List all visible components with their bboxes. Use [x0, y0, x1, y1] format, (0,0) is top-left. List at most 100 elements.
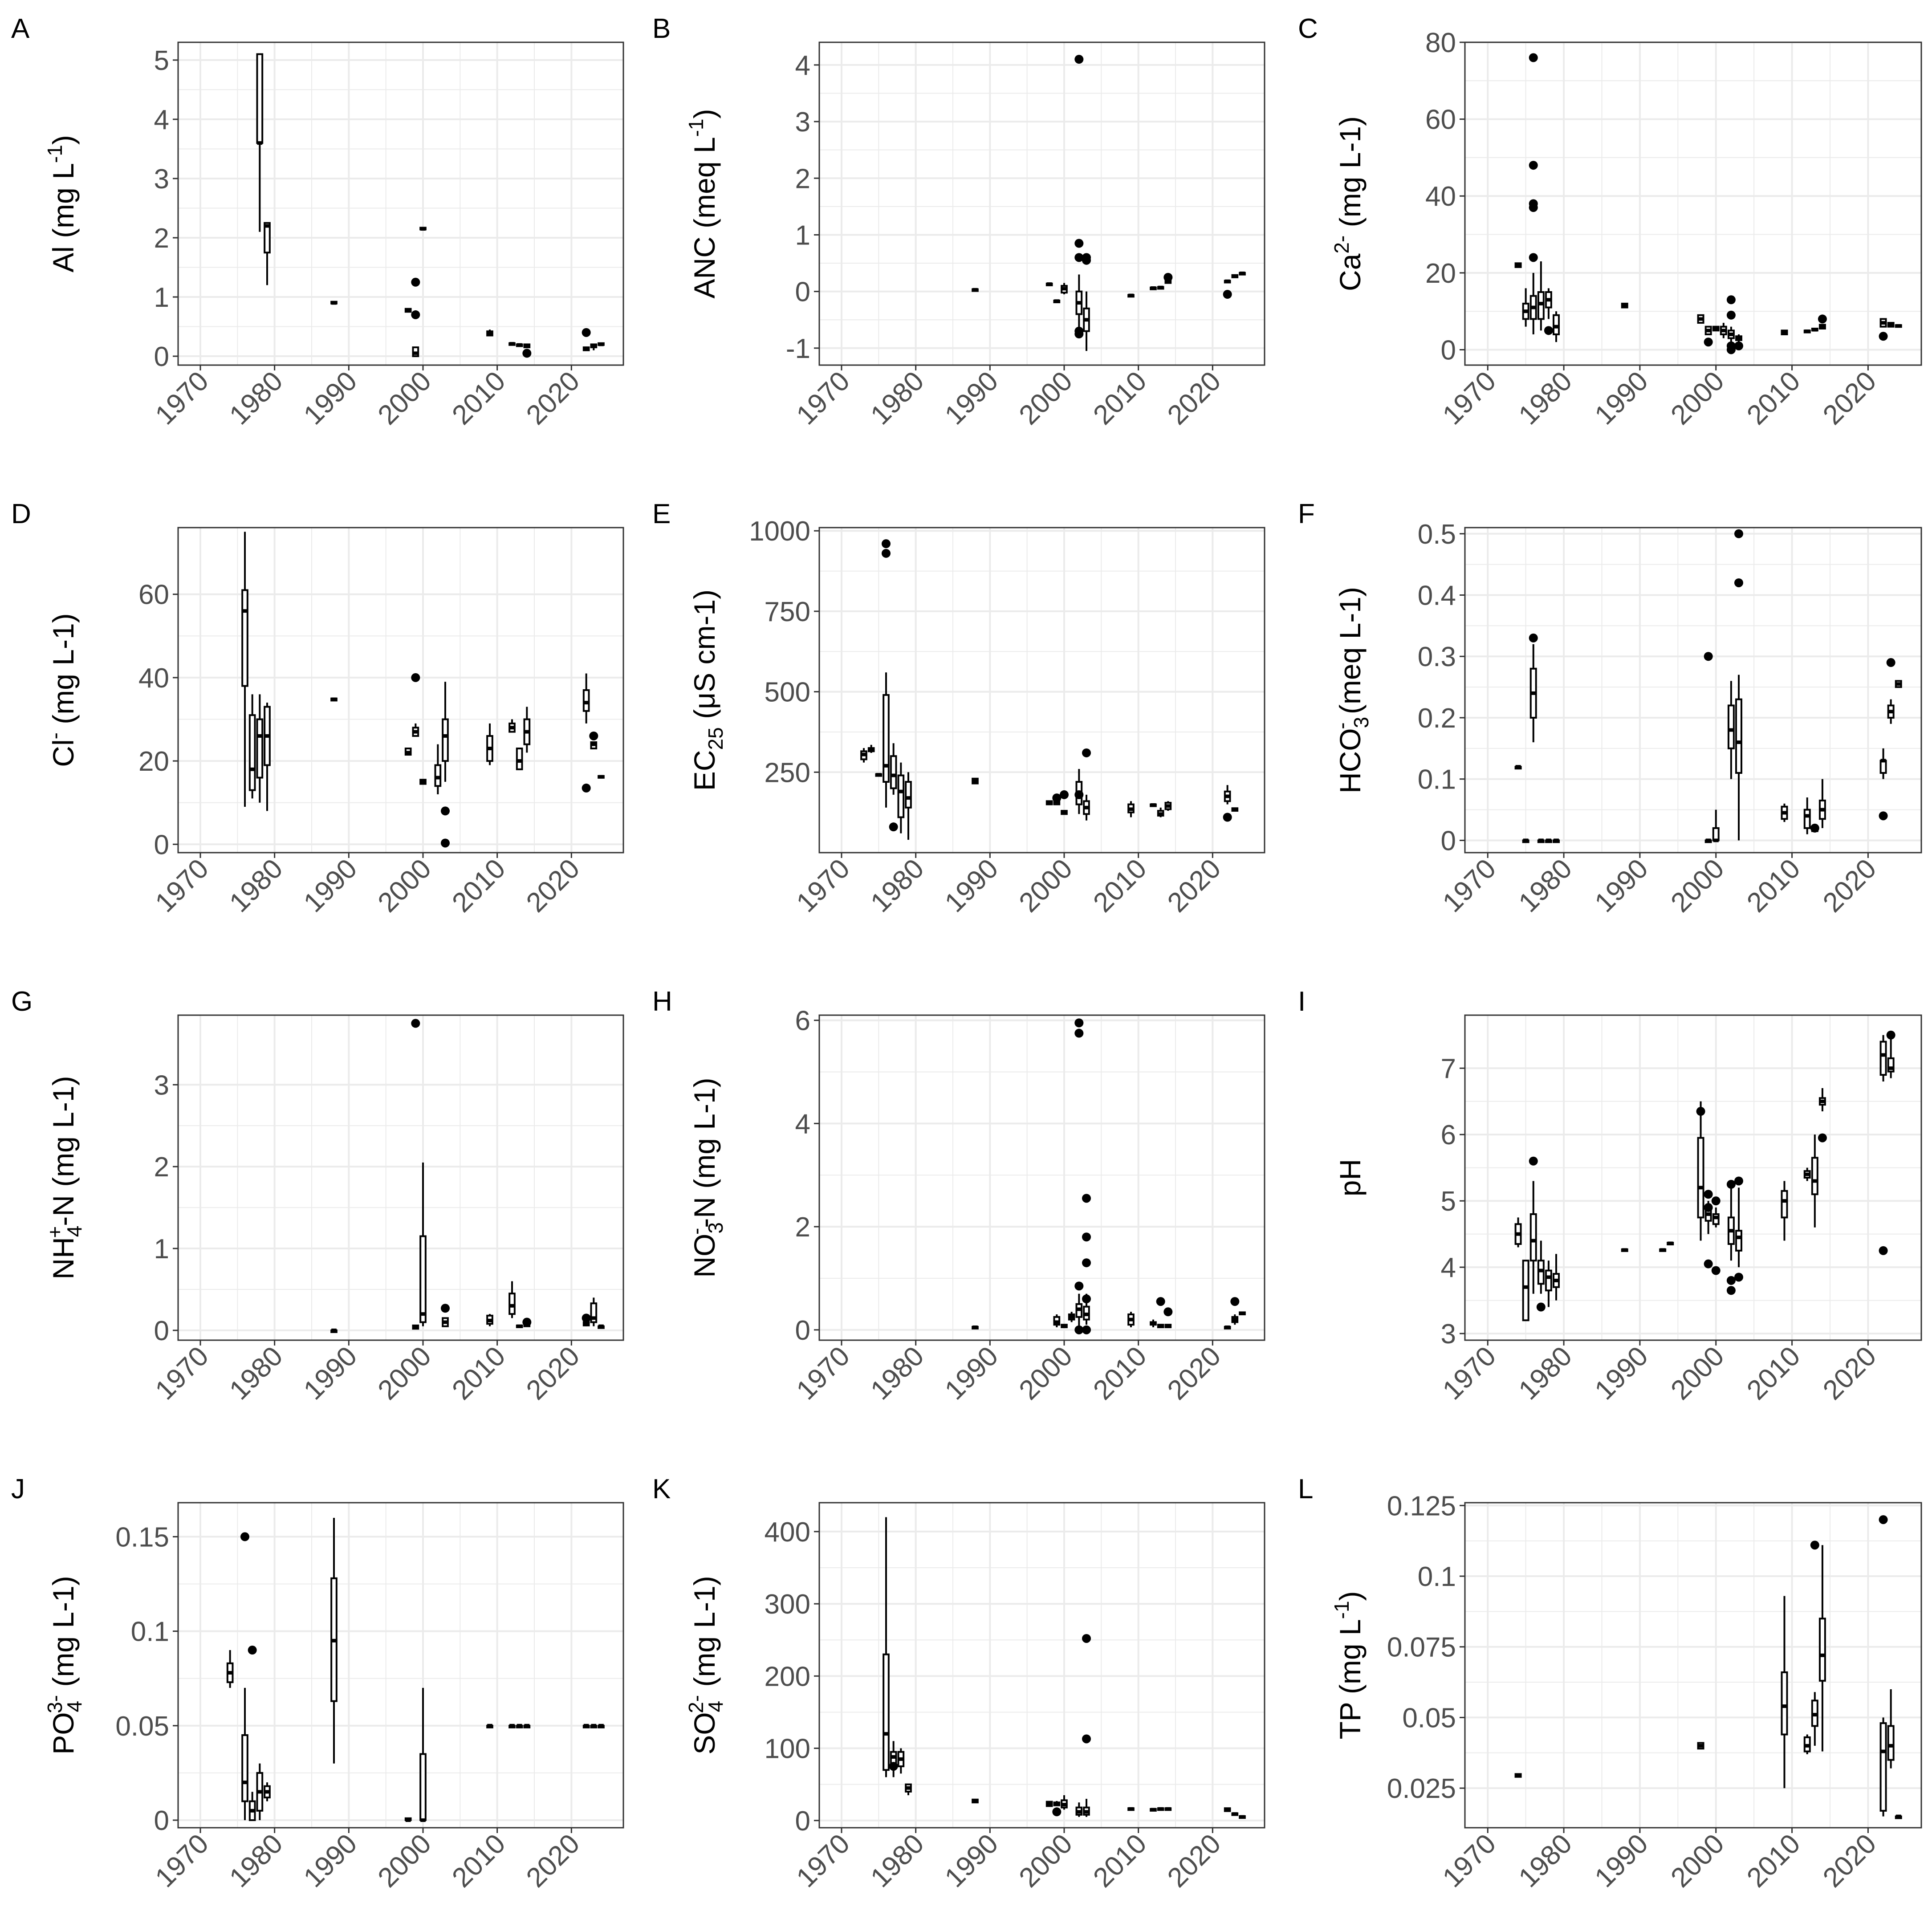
x-axis: 1970 1980 1990 2000 2010 2020: [1437, 853, 1882, 918]
outlier-point: [582, 328, 591, 337]
box-body: [1697, 1137, 1704, 1219]
y-tick-label: 2: [795, 163, 810, 194]
box-2013: [1157, 285, 1164, 290]
outliers: [1810, 1515, 1888, 1550]
x-axis: 1970 1980 1990 2000 2010 2020: [1437, 365, 1882, 431]
y-tick-label: 3: [154, 1070, 169, 1101]
box-2014: [1818, 1545, 1826, 1752]
box-1998: [1045, 1801, 1053, 1807]
x-tick-label: 1970: [1437, 366, 1502, 431]
x-axis: 1970 1980 1990 2000 2010 2020: [791, 1340, 1227, 1406]
x-tick-label: 2010: [446, 1341, 511, 1406]
outlier-point: [1223, 813, 1232, 822]
box-1976: [241, 1687, 248, 1821]
y-tick-label: 1000: [749, 516, 810, 547]
box-2012: [1150, 286, 1157, 290]
box-2003: [442, 1317, 449, 1327]
box-2014: [1164, 801, 1172, 811]
x-tick-label: 1980: [865, 1828, 930, 1893]
outlier-point: [582, 1313, 591, 1323]
x-tick-label: 1970: [791, 1341, 856, 1406]
x-tick-label: 2010: [446, 366, 511, 431]
x-tick-label: 2000: [1665, 366, 1730, 431]
box-1999: [1704, 838, 1712, 843]
outlier-point: [1818, 314, 1827, 324]
y-tick-label: 4: [795, 1109, 810, 1139]
outlier-point: [1082, 748, 1091, 757]
y-tick-label: 200: [765, 1661, 810, 1692]
box-body: [1735, 698, 1742, 774]
box-1999: [1053, 299, 1061, 303]
outlier-point: [1886, 1030, 1895, 1040]
x-axis: 1970 1980 1990 2000 2010 2020: [150, 1340, 586, 1406]
box-2013: [516, 748, 523, 770]
outlier-point: [1704, 337, 1713, 347]
boxes: [883, 1517, 1246, 1819]
x-tick-label: 2000: [372, 853, 437, 918]
outlier-point: [1082, 1734, 1091, 1744]
outlier-point: [1529, 199, 1538, 208]
x-tick-label: 2000: [1013, 853, 1078, 918]
grid: [819, 528, 1265, 853]
y-axis-title: Ca2- (mg L-1): [1330, 116, 1367, 291]
outlier-point: [1696, 1107, 1705, 1116]
outlier-point: [882, 539, 891, 549]
grid: [1465, 1503, 1921, 1828]
box-body: [516, 748, 523, 770]
boxes: [1514, 1545, 1902, 1819]
outliers: [1074, 1018, 1240, 1334]
x-tick-label: 1980: [865, 366, 930, 431]
box-1978: [1545, 288, 1552, 319]
box-2023: [1887, 322, 1895, 328]
box-2014: [523, 343, 531, 349]
x-tick-label: 1970: [791, 1828, 856, 1893]
outlier-point: [1810, 1541, 1819, 1550]
x-tick-label: 2020: [521, 853, 586, 918]
boxes: [330, 1162, 605, 1333]
outliers: [1529, 1030, 1895, 1312]
box-1999: [1053, 1314, 1061, 1328]
x-tick-label: 2010: [1741, 1828, 1806, 1893]
box-1978: [256, 53, 264, 232]
outlier-point: [1726, 1286, 1736, 1295]
x-tick-label: 2020: [1817, 1828, 1882, 1893]
panel-H: H 0 2 4 6 1970 1980 1990 2000 2010 2020 NO3--N (mg …: [652, 986, 1265, 1406]
box-2022: [582, 1724, 590, 1728]
outlier-point: [1810, 823, 1819, 833]
box-1999: [412, 723, 419, 737]
y-tick-label: 1: [154, 1234, 169, 1264]
outlier-point: [1879, 1246, 1888, 1255]
y-tick-label: 250: [765, 757, 810, 788]
box-body: [241, 1734, 248, 1802]
outliers: [411, 277, 591, 358]
outlier-point: [1704, 652, 1713, 661]
y-tick-label: 4: [154, 105, 169, 135]
panel-border: [1464, 41, 1922, 366]
y-axis-title: NO3--N (mg L-1): [684, 1077, 727, 1277]
x-tick-label: 1980: [865, 1341, 930, 1406]
box-2012: [508, 342, 516, 346]
x-tick-label: 2010: [1087, 1828, 1152, 1893]
outlier-point: [1074, 790, 1084, 799]
x-tick-label: 1990: [298, 366, 363, 431]
outlier-point: [1074, 329, 1084, 339]
box-2003: [1083, 291, 1090, 351]
outlier-point: [1230, 1297, 1240, 1306]
outlier-point: [1544, 326, 1553, 335]
box-2000: [419, 1687, 427, 1822]
y-tick-label: 0.2: [1418, 703, 1456, 734]
panel-letter: K: [652, 1474, 671, 1504]
y-tick-label: 0: [1441, 825, 1456, 856]
x-tick-label: 2020: [1817, 853, 1882, 918]
panel-border: [1464, 527, 1922, 854]
y-axis-title: NH4+-N (mg L-1): [43, 1076, 86, 1279]
box-body: [1529, 1213, 1537, 1262]
box-2000: [1061, 1324, 1068, 1329]
box-2003: [1083, 1799, 1090, 1817]
box-2012: [508, 1724, 516, 1728]
y-tick-label: 4: [1441, 1252, 1456, 1283]
boxes: [860, 672, 1239, 840]
x-tick-label: 2000: [372, 366, 437, 431]
x-tick-label: 2010: [1087, 366, 1152, 431]
